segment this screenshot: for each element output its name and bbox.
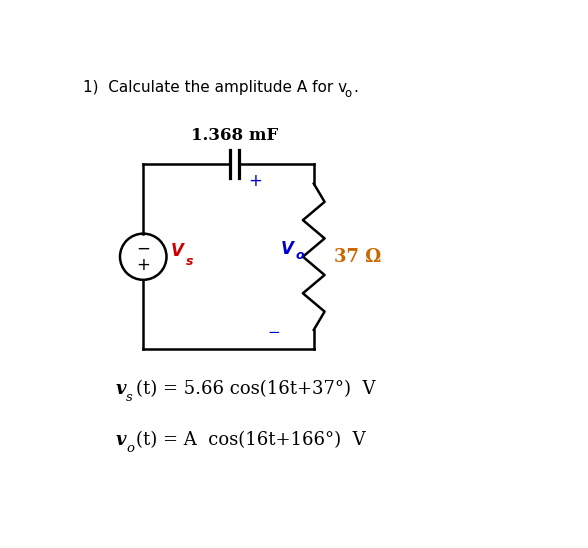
Text: o: o <box>345 87 352 100</box>
Text: o: o <box>296 249 305 262</box>
Text: (t) = 5.66 cos(16t+37°)  V: (t) = 5.66 cos(16t+37°) V <box>136 380 376 398</box>
Text: s: s <box>126 391 133 404</box>
Text: −: − <box>136 240 150 258</box>
Text: −: − <box>268 324 280 340</box>
Text: 37 Ω: 37 Ω <box>334 248 381 266</box>
Text: V: V <box>281 240 294 258</box>
Text: o: o <box>126 442 134 455</box>
Text: v: v <box>116 380 126 398</box>
Text: .: . <box>353 80 358 95</box>
Text: +: + <box>136 256 150 274</box>
Text: +: + <box>248 172 262 190</box>
Text: s: s <box>186 255 193 268</box>
Text: 1)  Calculate the amplitude A for v: 1) Calculate the amplitude A for v <box>83 80 347 95</box>
Text: (t) = A  cos(16t+166°)  V: (t) = A cos(16t+166°) V <box>136 431 366 449</box>
Text: V: V <box>171 242 184 260</box>
Text: v: v <box>116 431 126 449</box>
Text: 1.368 mF: 1.368 mF <box>191 127 278 144</box>
